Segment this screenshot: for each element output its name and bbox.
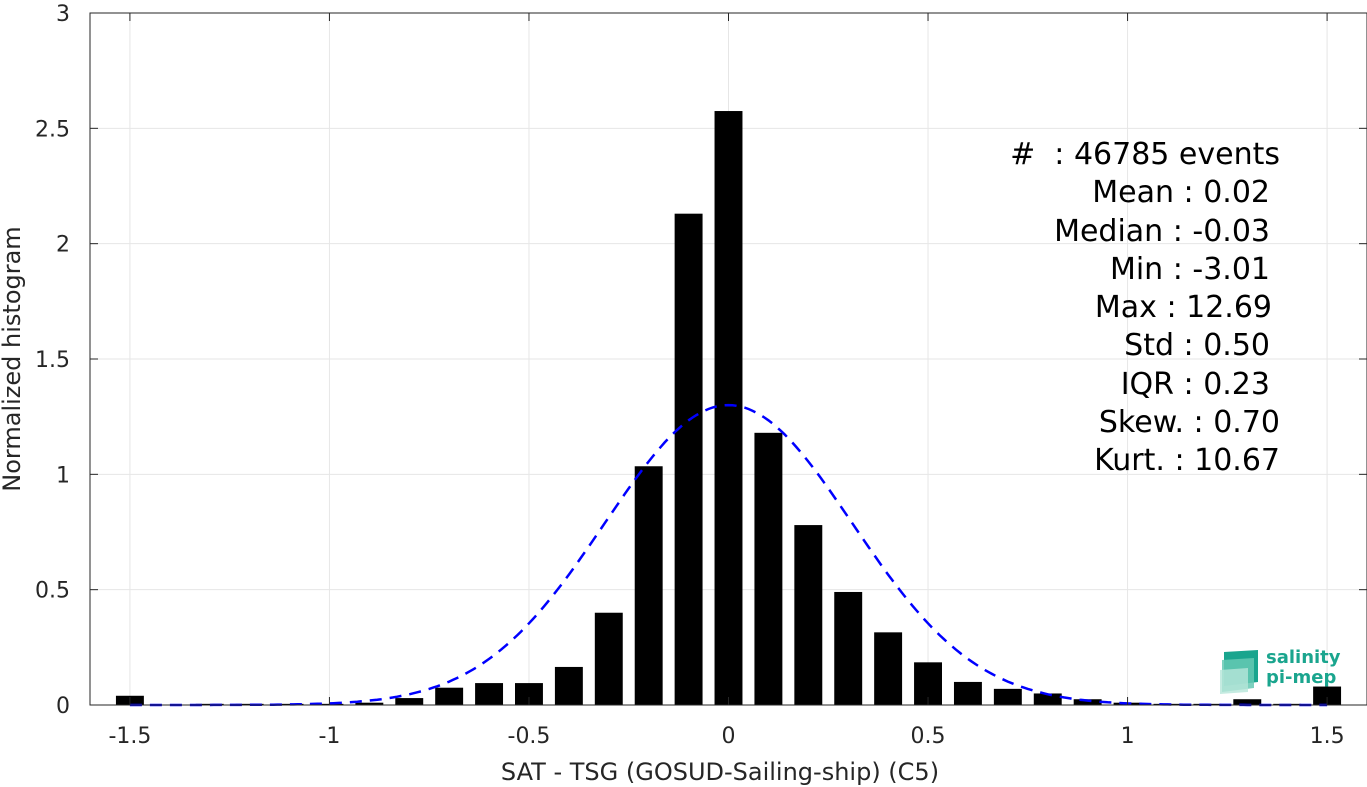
y-tick-label: 0 — [56, 694, 70, 719]
stat-skew: Skew. : 0.70 — [1098, 405, 1280, 441]
histogram-bar — [993, 688, 1022, 705]
y-tick-label: 2.5 — [35, 117, 70, 142]
stat-std: Std : 0.50 — [1124, 328, 1270, 364]
logo-mark-icon — [1220, 650, 1258, 694]
x-tick-label: 1.5 — [1310, 724, 1345, 749]
y-axis-ticks: 0 0.5 1 1.5 2 2.5 3 — [35, 2, 1367, 719]
stat-events: # : 46785 events — [1010, 137, 1280, 172]
histogram-bar — [1073, 699, 1102, 705]
x-tick-label: 1 — [1121, 724, 1135, 749]
stat-min: Min : -3.01 — [1109, 251, 1270, 287]
stat-kurt: Kurt. : 10.67 — [1094, 443, 1280, 479]
histogram-bar — [754, 432, 783, 705]
histogram-bar — [634, 466, 663, 705]
y-tick-label: 1 — [56, 463, 70, 488]
x-tick-label: -1 — [318, 724, 340, 749]
histogram-bar — [355, 702, 384, 705]
y-tick-label: 2 — [56, 233, 70, 258]
logo-line-2: pi-mep — [1266, 667, 1337, 688]
stat-median: Median : -0.03 — [1054, 213, 1270, 249]
histogram-bar — [195, 703, 224, 705]
statistics-box: # : 46785 events Mean : 0.02 Median : -0… — [1010, 136, 1280, 481]
histogram-bar — [674, 213, 703, 705]
y-axis-label: Normalized histogram — [0, 226, 26, 491]
histogram-bar — [1033, 693, 1062, 705]
x-tick-label: -0.5 — [508, 724, 551, 749]
logo-text: salinity pi-mep — [1266, 648, 1341, 688]
histogram-bar — [874, 632, 903, 705]
x-tick-label: -1.5 — [108, 724, 151, 749]
x-tick-label: 0.5 — [911, 724, 946, 749]
stat-iqr: IQR : 0.23 — [1120, 366, 1270, 402]
histogram-bar — [714, 111, 743, 706]
x-tick-label: 0 — [722, 724, 736, 749]
logo-line-1: salinity — [1266, 647, 1341, 668]
stat-max: Max : 12.69 — [1094, 290, 1272, 326]
histogram-bar — [515, 683, 543, 705]
salinity-pimep-logo: salinity pi-mep — [1218, 648, 1348, 694]
histogram-bar — [953, 681, 982, 705]
stat-mean: Mean : 0.02 — [1092, 175, 1270, 211]
y-tick-label: 0.5 — [35, 579, 70, 604]
histogram-bar — [435, 687, 464, 705]
x-axis-label: SAT - TSG (GOSUD-Sailing-ship) (C5) — [501, 758, 939, 786]
histogram-bar — [594, 612, 623, 705]
y-tick-label: 1.5 — [35, 348, 70, 373]
y-tick-label: 3 — [56, 2, 70, 27]
histogram-bar — [275, 703, 304, 705]
histogram-bar — [834, 591, 863, 705]
x-axis-ticks: -1.5 -1 -0.5 0 0.5 1 1.5 — [108, 13, 1345, 749]
histogram-bar — [554, 666, 583, 705]
histogram-bar — [395, 698, 424, 705]
histogram-bar — [475, 683, 504, 705]
histogram-bar — [794, 525, 823, 705]
histogram-bars — [115, 111, 1342, 706]
histogram-bar — [1233, 699, 1262, 705]
histogram-bar — [1313, 686, 1342, 705]
histogram-bar — [235, 703, 264, 705]
